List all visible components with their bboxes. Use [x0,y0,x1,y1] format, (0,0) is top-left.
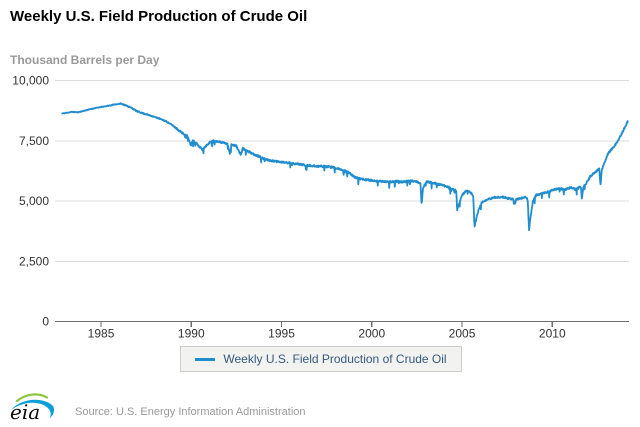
legend-label: Weekly U.S. Field Production of Crude Oi… [223,352,447,366]
x-tick-label: 2000 [358,327,385,341]
y-tick-label: 5,000 [19,194,49,208]
eia-logo: eia [10,393,55,424]
y-tick-label: 10,000 [12,74,49,88]
x-tick-label: 1995 [268,327,295,341]
x-tick-label: 1985 [88,327,115,341]
source-text: Source: U.S. Energy Information Administ… [75,406,306,418]
eia-logo-blue-swoosh [11,399,55,419]
legend-item[interactable]: Weekly U.S. Field Production of Crude Oi… [180,346,462,372]
legend-line-swatch [195,357,216,361]
chart-title: Weekly U.S. Field Production of Crude Oi… [10,8,308,25]
eia-logo-text: eia [10,400,40,424]
y-tick-label: 7,500 [19,134,49,148]
y-tick-label: 2,500 [19,254,49,268]
x-tick-label: 1990 [178,327,205,341]
series-line [61,102,629,232]
y-tick-label: 0 [42,315,49,329]
eia-logo-green-arc [15,393,49,403]
x-tick-label: 2010 [539,327,566,341]
x-tick-label: 2005 [449,327,476,341]
chart-units-label: Thousand Barrels per Day [10,53,160,67]
